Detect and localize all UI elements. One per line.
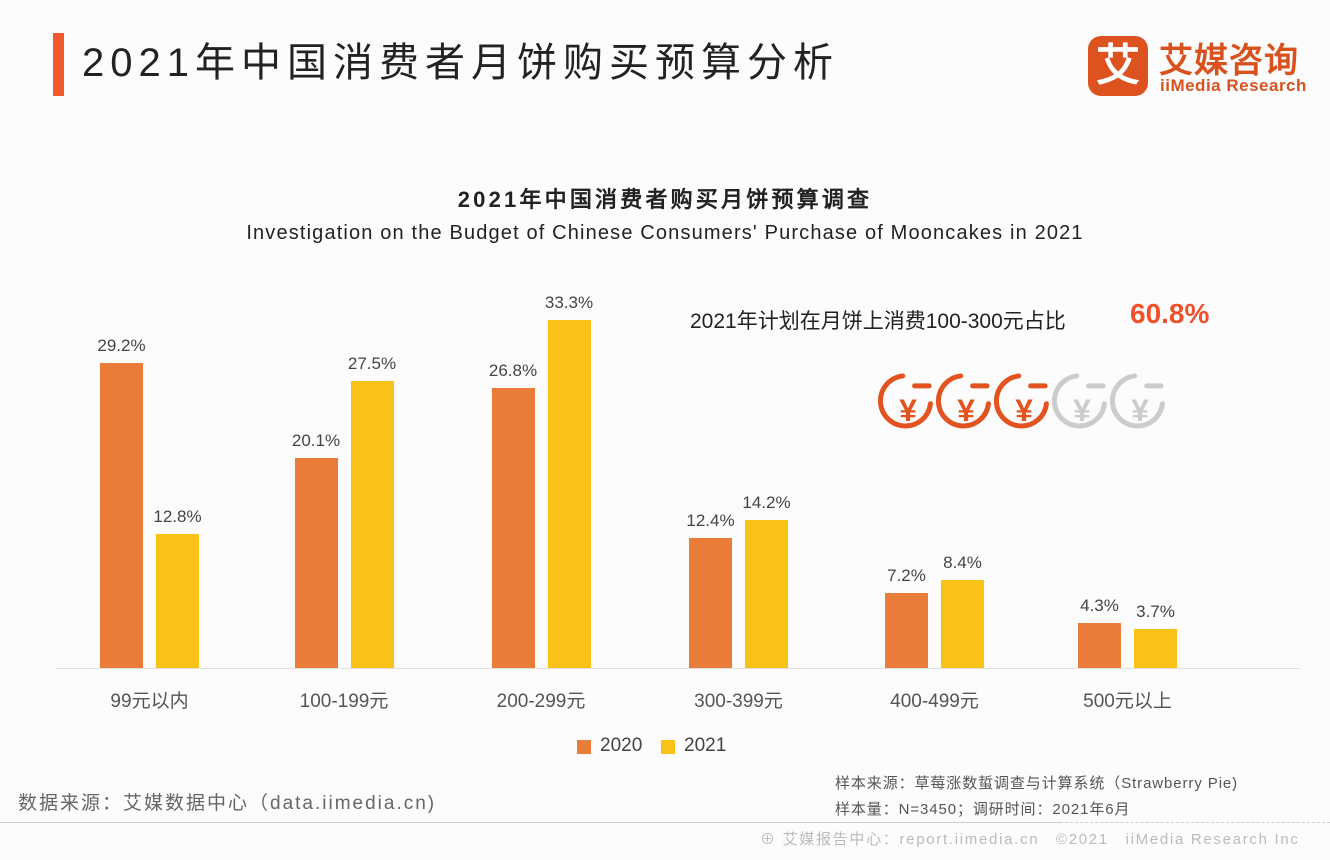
svg-text:¥: ¥	[1073, 392, 1091, 428]
svg-text:¥: ¥	[957, 392, 975, 428]
svg-text:¥: ¥	[1015, 392, 1033, 428]
svg-text:¥: ¥	[1131, 392, 1149, 428]
svg-text:¥: ¥	[899, 392, 917, 428]
